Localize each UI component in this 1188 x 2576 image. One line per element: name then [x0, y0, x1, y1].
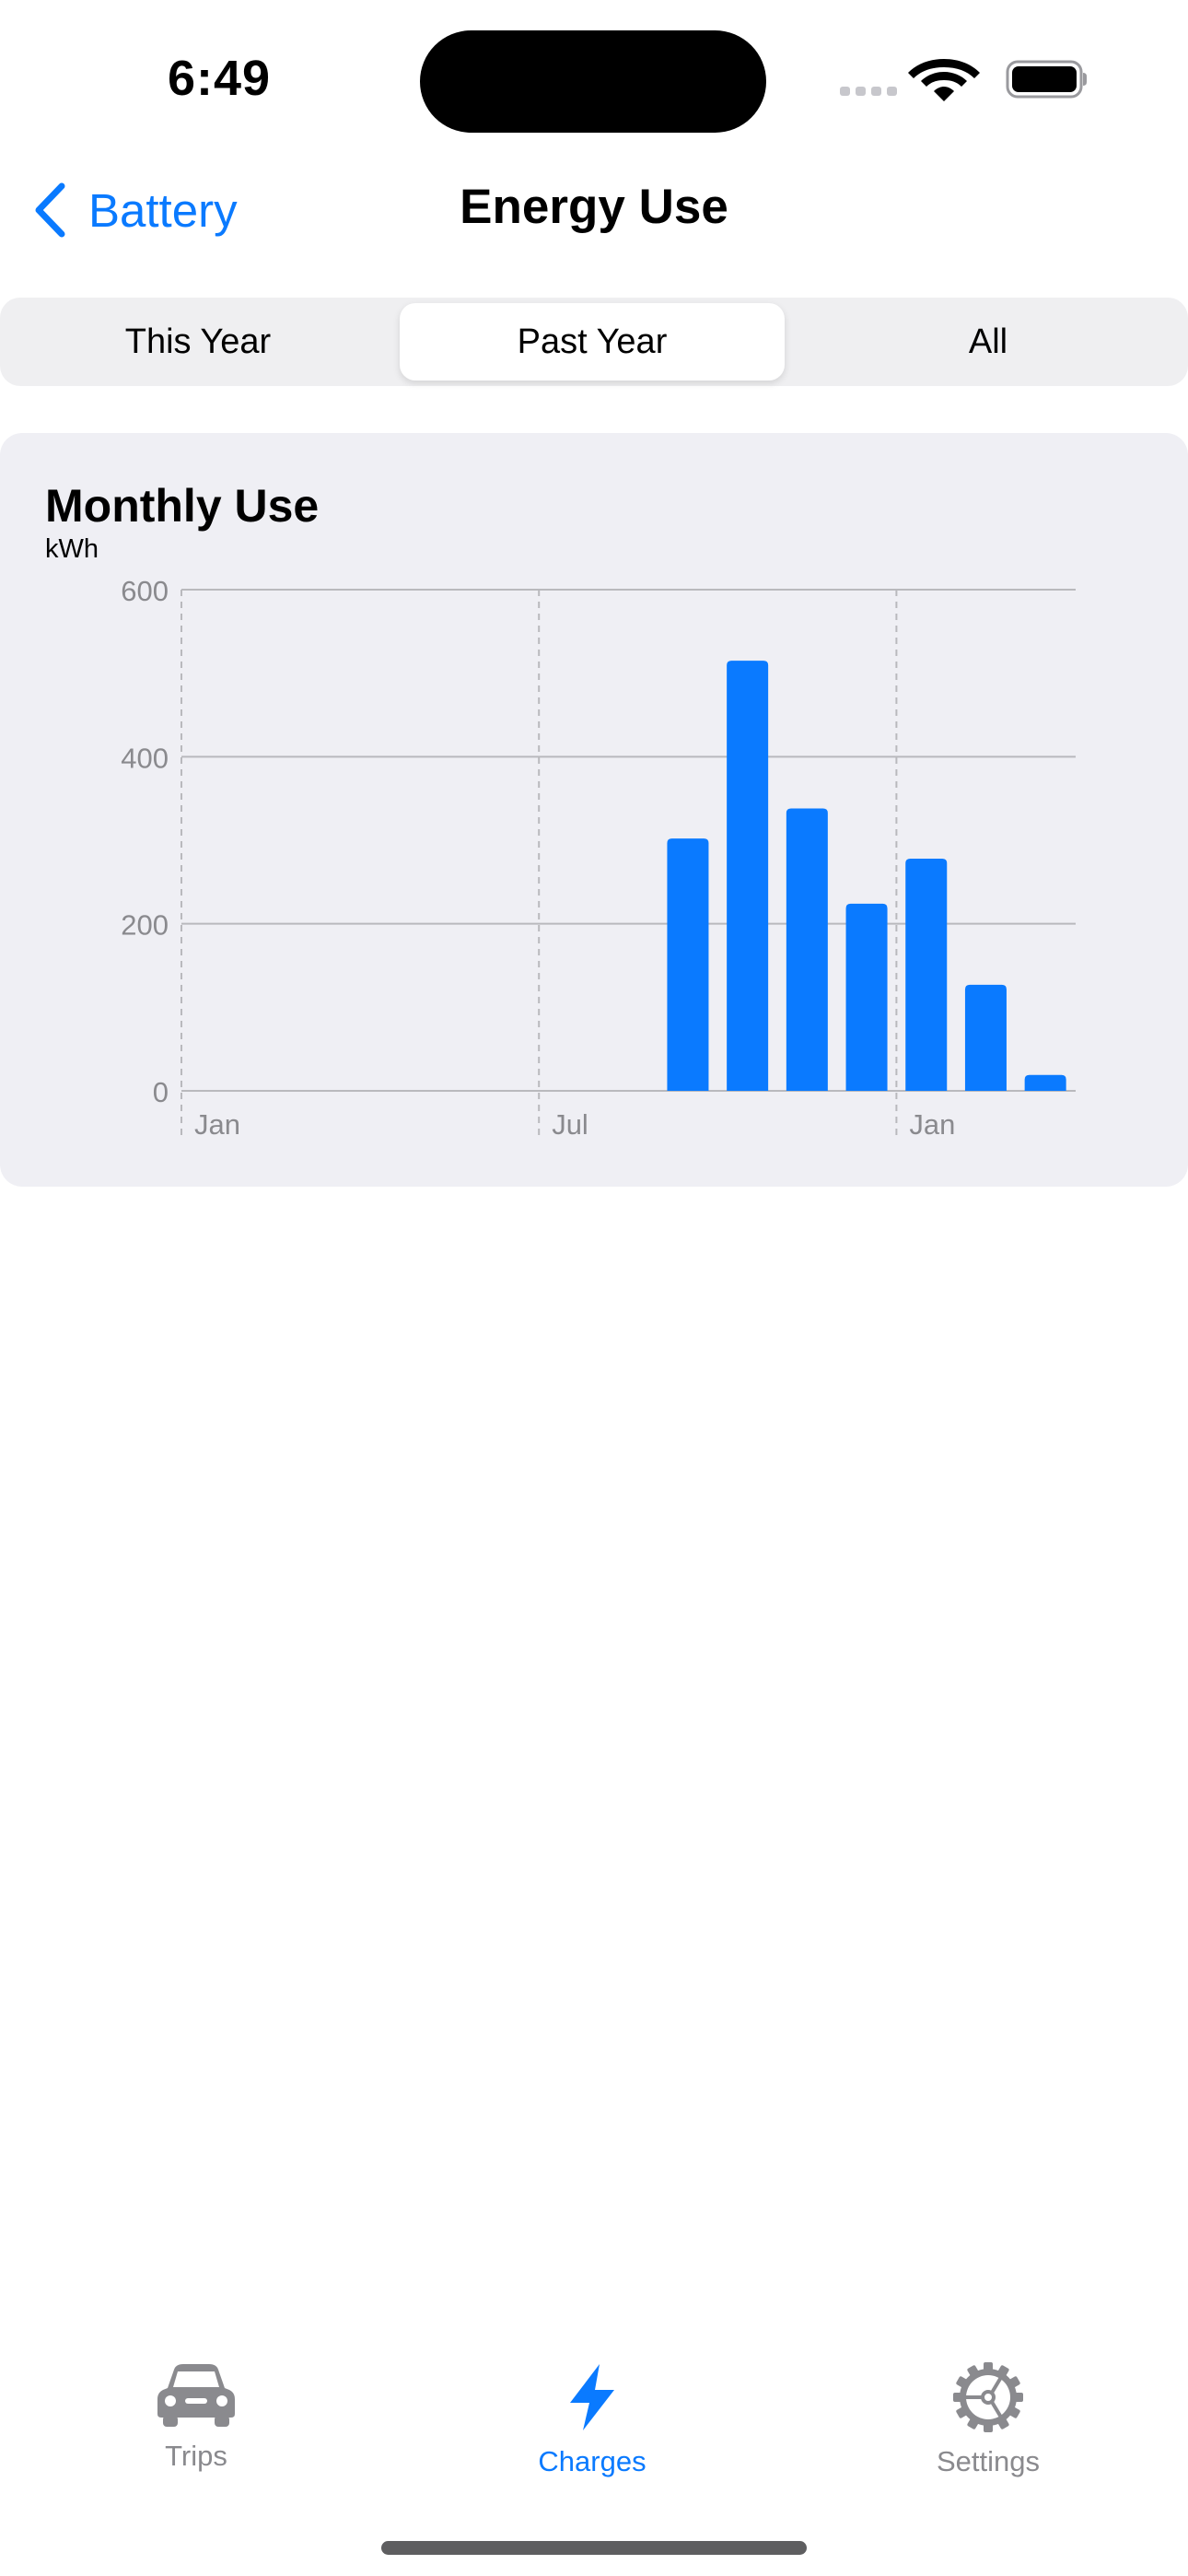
chart-unit-label: kWh: [45, 534, 99, 564]
status-time: 6:49: [168, 51, 272, 106]
wifi-icon: [908, 59, 980, 101]
back-button[interactable]: Battery: [31, 175, 238, 245]
segment-all[interactable]: All: [968, 322, 1008, 361]
bar-9: [727, 661, 769, 1091]
bar-11: [845, 903, 888, 1091]
car-icon: [157, 2364, 235, 2427]
bar-10: [786, 808, 828, 1091]
period-segmented-control: This Year Past Year All: [0, 298, 1188, 386]
bar-13: [964, 984, 1007, 1091]
page-title: Energy Use: [460, 180, 728, 234]
status-icons: [840, 59, 1087, 101]
back-button-label: Battery: [88, 183, 238, 237]
segment-past-year[interactable]: Past Year: [400, 303, 785, 381]
tab-charges[interactable]: Charges: [454, 2362, 730, 2478]
tab-trips-label: Trips: [165, 2440, 227, 2472]
y-tick-label: 0: [153, 1076, 169, 1108]
gear-icon: [953, 2362, 1023, 2432]
chart-title: Monthly Use: [45, 480, 320, 532]
y-tick-label: 600: [121, 575, 169, 607]
tab-settings-label: Settings: [936, 2445, 1040, 2477]
monthly-use-chart: 0 200 400 600 Jan Jul Jan: [121, 575, 1076, 1141]
tab-trips[interactable]: Trips: [58, 2362, 334, 2473]
battery-icon: [1006, 60, 1087, 99]
bolt-icon: [570, 2364, 614, 2430]
bar-14: [1024, 1074, 1066, 1091]
tab-settings[interactable]: Settings: [850, 2362, 1126, 2478]
x-tick-label: Jul: [552, 1108, 588, 1141]
home-indicator: [381, 2541, 807, 2555]
bar-12: [905, 858, 948, 1091]
tab-charges-label: Charges: [538, 2445, 646, 2477]
segment-this-year[interactable]: This Year: [124, 322, 272, 361]
chevron-left-icon: [35, 182, 65, 238]
x-tick-label: Jan: [909, 1108, 955, 1141]
bar-8: [667, 838, 709, 1091]
tab-bar: Trips Charges: [0, 2340, 1188, 2488]
y-tick-label: 200: [121, 909, 169, 942]
x-tick-label: Jan: [194, 1108, 240, 1141]
cellular-signal-icon: [840, 87, 897, 96]
y-tick-label: 400: [121, 742, 169, 774]
dynamic-island: [420, 30, 766, 133]
